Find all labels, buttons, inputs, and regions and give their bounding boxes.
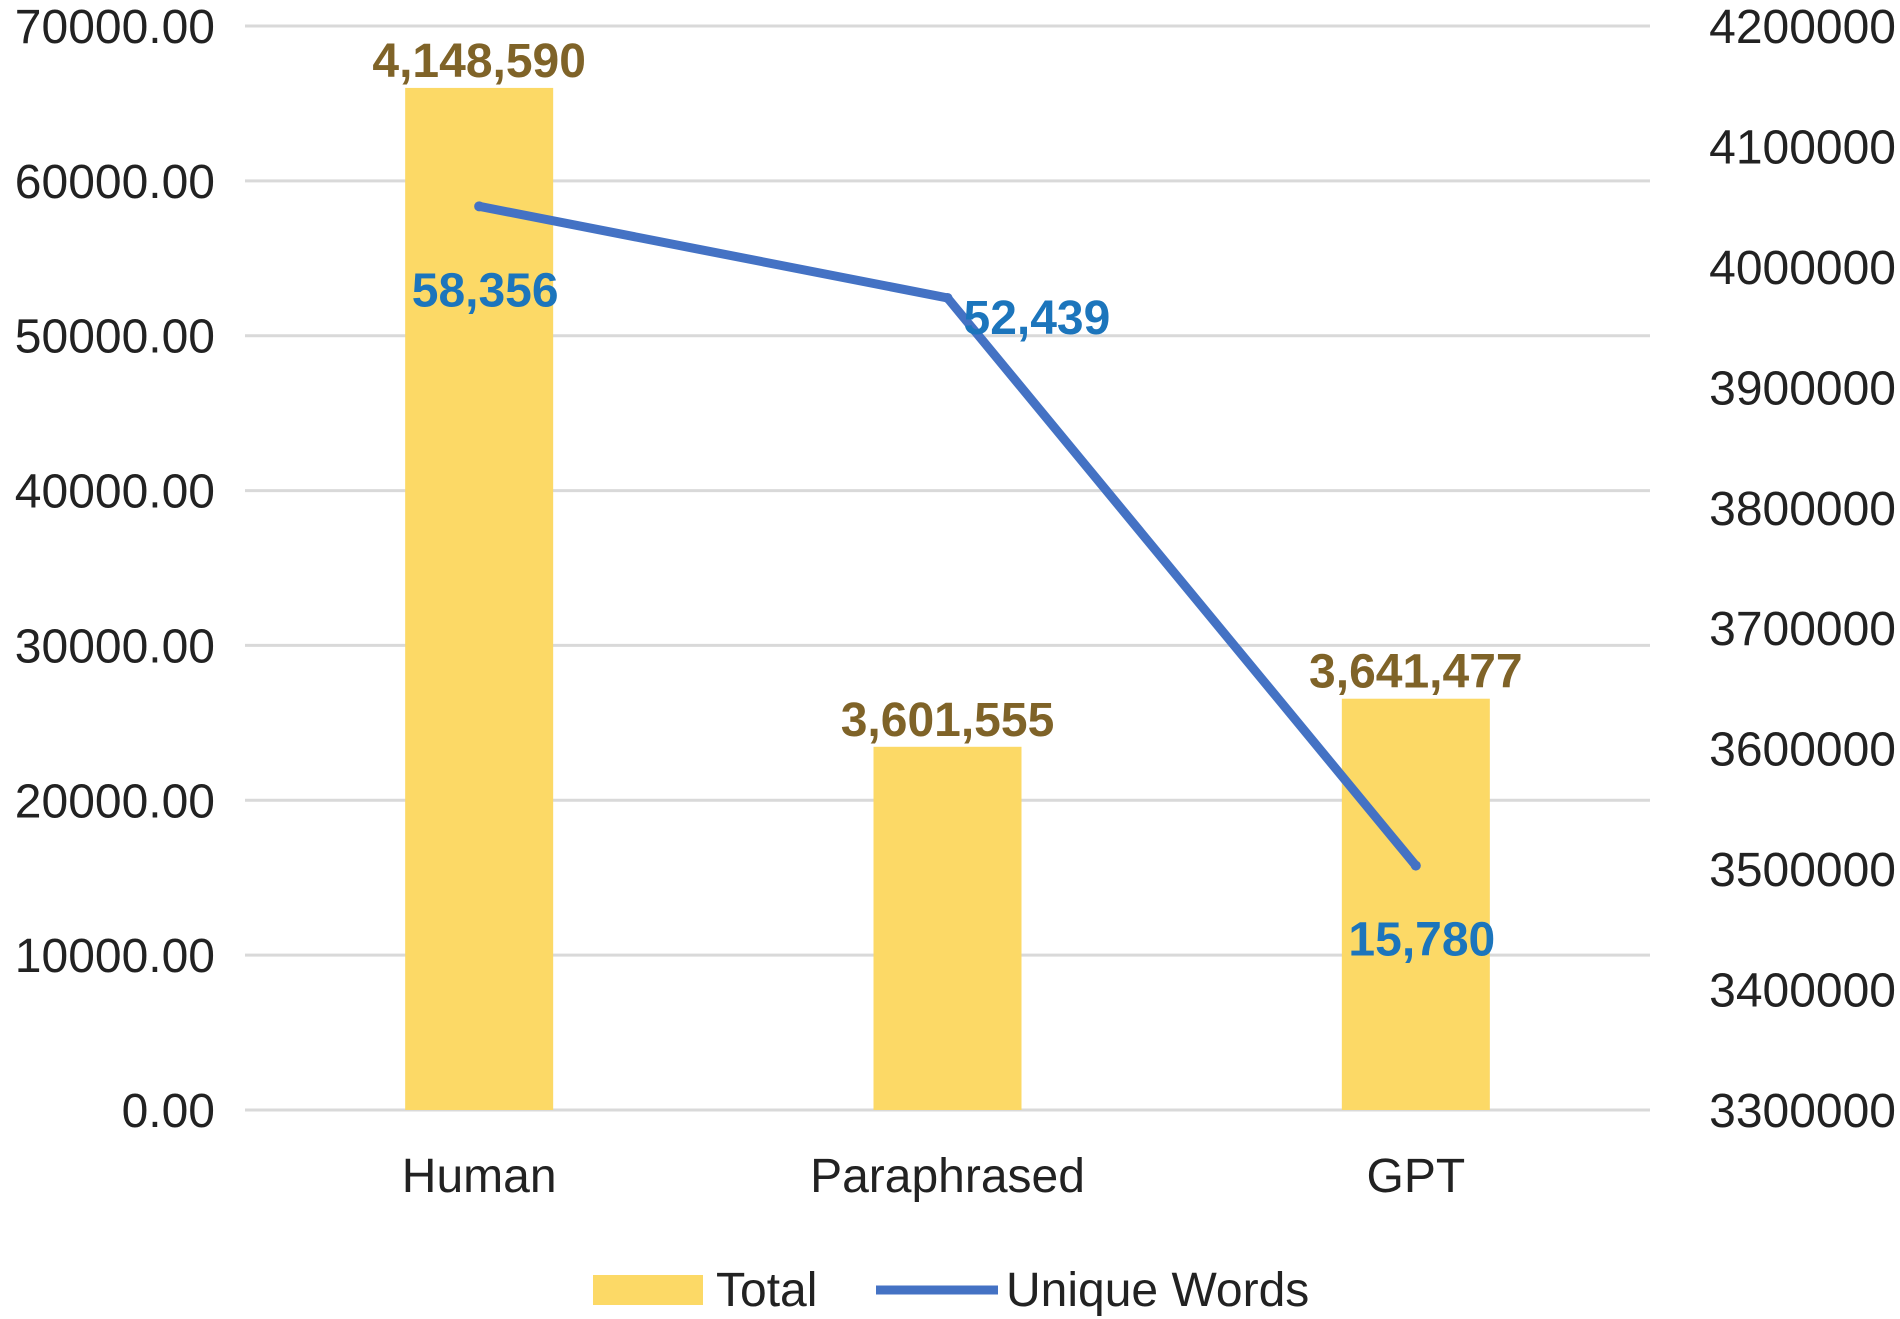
- category-axis: Human Paraphrased GPT: [402, 1150, 1465, 1203]
- left-tick-label: 40000.00: [15, 466, 215, 519]
- right-tick-label: 3500000: [1709, 844, 1896, 897]
- left-tick-label: 20000.00: [15, 775, 215, 828]
- line-data-label: 15,780: [1348, 914, 1495, 967]
- right-tick-label: 3600000: [1709, 724, 1896, 777]
- bar-data-label: 4,148,590: [372, 35, 586, 88]
- line-series: [474, 201, 1421, 871]
- right-tick-label: 3400000: [1709, 965, 1896, 1018]
- legend: Total Unique Words: [593, 1264, 1309, 1317]
- left-tick-label: 70000.00: [15, 1, 215, 54]
- bar-data-label: 3,601,555: [841, 694, 1055, 747]
- left-tick-label: 0.00: [122, 1085, 215, 1138]
- bar-human: [405, 87, 554, 1111]
- legend-label-unique-words: Unique Words: [1006, 1264, 1309, 1317]
- line-data-label: 52,439: [964, 292, 1111, 345]
- bar-data-label: 3,641,477: [1309, 646, 1523, 699]
- data-labels: 4,148,590 3,601,555 3,641,477 58,356 52,439 1…: [372, 35, 1522, 967]
- category-label: Paraphrased: [810, 1150, 1085, 1203]
- line-point: [1410, 860, 1421, 871]
- right-axis: 3300000 3400000 3500000 3600000 3700000 38000…: [1709, 1, 1896, 1138]
- left-tick-label: 30000.00: [15, 620, 215, 673]
- right-tick-label: 3300000: [1709, 1085, 1896, 1138]
- line-data-label: 58,356: [412, 264, 559, 317]
- category-label: GPT: [1366, 1150, 1465, 1203]
- left-tick-label: 60000.00: [15, 156, 215, 209]
- right-tick-label: 4000000: [1709, 242, 1896, 295]
- legend-label-total: Total: [716, 1264, 817, 1317]
- bar-gpt: [1341, 698, 1490, 1110]
- category-label: Human: [402, 1150, 557, 1203]
- line-point: [942, 292, 953, 303]
- right-tick-label: 4200000: [1709, 1, 1896, 54]
- left-axis: 0.00 10000.00 20000.00 30000.00 40000.00 5000…: [15, 1, 215, 1138]
- left-tick-label: 10000.00: [15, 930, 215, 983]
- left-tick-label: 50000.00: [15, 311, 215, 364]
- right-tick-label: 4100000: [1709, 121, 1896, 174]
- bar-series: [405, 87, 1490, 1111]
- right-tick-label: 3900000: [1709, 362, 1896, 415]
- right-tick-label: 3800000: [1709, 483, 1896, 536]
- line-point: [474, 201, 485, 212]
- bar-paraphrased: [873, 746, 1022, 1110]
- legend-swatch-total: [593, 1275, 703, 1305]
- right-tick-label: 3700000: [1709, 603, 1896, 656]
